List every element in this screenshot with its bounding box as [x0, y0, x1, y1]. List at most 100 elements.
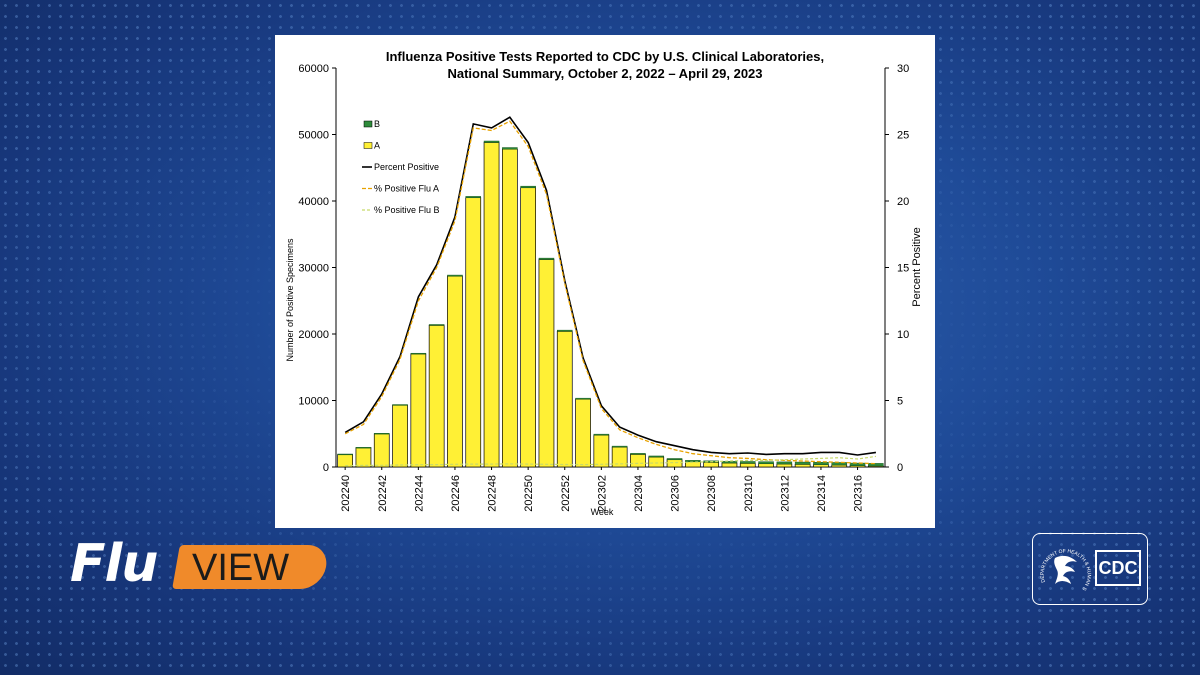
legend-label: A — [374, 141, 380, 151]
y2-tick-label: 0 — [897, 462, 903, 474]
bar-flu-b — [447, 274, 463, 277]
bar-flu-a — [538, 259, 555, 468]
bar-flu-a — [465, 197, 482, 468]
flu-chart: Influenza Positive Tests Reported to CDC… — [285, 49, 923, 517]
x-tick-label: 202314 — [816, 475, 828, 512]
chart-subtitle: National Summary, October 2, 2022 – Apri… — [447, 66, 762, 81]
x-tick-label: 202246 — [450, 475, 462, 512]
bar-flu-a — [794, 463, 811, 468]
bar-flu-a — [373, 433, 390, 468]
y2-axis-title: Percent Positive — [911, 227, 923, 306]
y2-tick-label: 25 — [897, 130, 909, 142]
bar-flu-b — [630, 453, 646, 455]
x-tick-label: 202312 — [779, 475, 791, 512]
bar-flu-a — [520, 187, 537, 468]
bar-flu-a — [630, 454, 646, 468]
legend-label: % Positive Flu B — [374, 205, 440, 215]
legend-swatch-b — [363, 120, 373, 128]
bar-flu-a — [813, 464, 829, 468]
fluview-logo: Flu VIEW — [70, 533, 330, 595]
bar-flu-b — [794, 461, 811, 465]
bar-flu-a — [447, 275, 463, 468]
legend-label: Percent Positive — [374, 162, 439, 172]
y-tick-label: 30000 — [298, 263, 329, 275]
bar-flu-b — [373, 433, 390, 435]
x-tick-label: 202250 — [523, 475, 535, 512]
bar-flu-b — [575, 397, 591, 400]
cdc-text-box: CDC — [1095, 550, 1141, 586]
bar-flu-a — [758, 463, 774, 468]
y2-tick-label: 20 — [897, 196, 909, 208]
chart-legend: B A Percent Positive % Positive Flu A % Posi… — [362, 119, 440, 215]
x-tick-label: 202242 — [377, 475, 389, 512]
bar-flu-b — [831, 462, 848, 466]
bar-flu-a — [831, 464, 848, 468]
x-tick-label: 202310 — [743, 475, 755, 512]
bar-flu-b — [410, 352, 427, 355]
bar-flu-a — [593, 434, 610, 468]
x-tick-label: 202306 — [670, 475, 682, 512]
bar-flu-b — [666, 458, 683, 460]
x-tick-label: 202304 — [633, 475, 645, 512]
line-percent-positive — [344, 116, 877, 456]
x-tick-label: 202302 — [596, 475, 608, 512]
y-tick-label: 40000 — [298, 196, 329, 208]
bar-flu-a — [501, 148, 518, 468]
fluview-flu-text: Flu — [70, 534, 158, 594]
chart-panel: Influenza Positive Tests Reported to CDC… — [275, 35, 935, 528]
bar-flu-b — [758, 461, 774, 464]
bar-flu-b — [593, 433, 610, 436]
bar-flu-b — [721, 461, 738, 464]
bar-flu-b — [465, 196, 482, 198]
bar-flu-a — [776, 463, 793, 468]
bar-flu-b — [502, 147, 518, 150]
line-percent-positive-flu-b — [345, 455, 876, 467]
x-tick-label: 202308 — [706, 475, 718, 512]
x-tick-label: 202244 — [413, 475, 425, 512]
bar-flu-b — [483, 140, 500, 143]
legend-swatch-a — [363, 142, 373, 149]
bar-flu-b — [648, 455, 665, 458]
bar-flu-b — [611, 445, 628, 448]
hhs-eagle-icon: DEPARTMENT OF HEALTH & HUMAN SERVICES · … — [1037, 538, 1092, 592]
bar-flu-b — [739, 461, 756, 464]
y2-tick-label: 10 — [897, 329, 909, 341]
bar-flu-b — [813, 462, 829, 465]
line-percent-positive-flu-a — [344, 120, 876, 465]
bar-flu-a — [575, 398, 591, 468]
x-tick-label: 202240 — [340, 475, 352, 512]
y2-tick-label: 30 — [897, 63, 909, 75]
bar-flu-b — [392, 404, 408, 406]
bar-flu-a — [611, 446, 628, 468]
y-tick-label: 50000 — [298, 130, 329, 142]
y2-tick-label: 15 — [897, 263, 909, 275]
bar-flu-a — [483, 142, 500, 468]
bar-flu-a — [666, 459, 683, 468]
bar-flu-a — [648, 456, 665, 468]
y2-tick-label: 5 — [897, 396, 903, 408]
cdc-logo-badge: DEPARTMENT OF HEALTH & HUMAN SERVICES · … — [1032, 533, 1148, 605]
bar-flu-a — [428, 325, 445, 468]
bar-flu-a — [739, 462, 756, 468]
x-axis-title: Week — [591, 507, 614, 517]
bar-flu-a — [703, 461, 720, 468]
bar-flu-a — [556, 330, 573, 468]
x-tick-label: 202316 — [853, 475, 865, 512]
bar-flu-b — [776, 461, 793, 465]
bar-flu-b — [868, 463, 884, 467]
y-tick-label: 10000 — [298, 396, 329, 408]
legend-label: B — [374, 119, 380, 129]
bar-flu-a — [392, 404, 408, 468]
bar-flu-b — [556, 329, 573, 332]
bar-flu-b — [428, 324, 445, 326]
bar-flu-b — [849, 462, 866, 466]
x-tick-label: 202248 — [487, 475, 499, 512]
bar-flu-a — [355, 447, 372, 468]
y-tick-label: 20000 — [298, 329, 329, 341]
bar-flu-b — [520, 185, 536, 188]
chart-title: Influenza Positive Tests Reported to CDC… — [386, 49, 824, 64]
legend-label: % Positive Flu A — [374, 184, 439, 194]
x-tick-label: 202252 — [560, 475, 572, 512]
y-axis-title: Number of Positive Specimens — [285, 238, 295, 362]
bar-flu-b — [337, 453, 353, 456]
